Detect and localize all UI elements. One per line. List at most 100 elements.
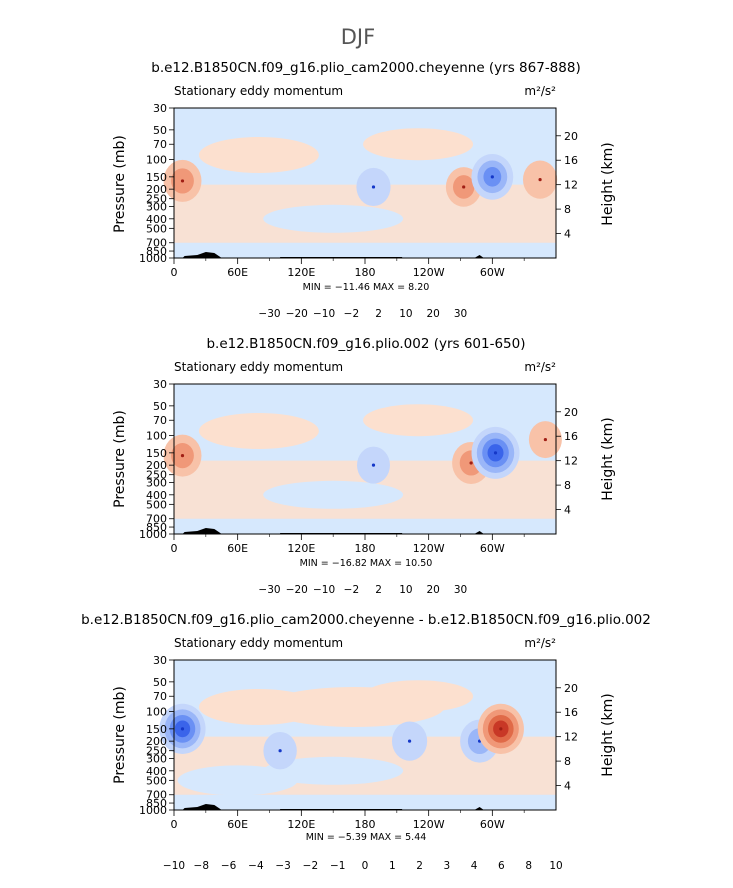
colorbar-label: −2 xyxy=(303,860,318,872)
y-tick-label: 30 xyxy=(153,654,167,667)
colorbar-label: −2 xyxy=(344,584,359,596)
terrain-asia xyxy=(182,804,222,810)
y-tick-label: 100 xyxy=(146,706,167,719)
x-tick-label: 120E xyxy=(287,266,315,279)
x-tick-label: 60W xyxy=(480,818,505,831)
min-max-label: MIN = −5.39 MAX = 5.44 xyxy=(306,832,427,843)
feature-core-3 xyxy=(490,175,494,179)
y2-tick-label: 16 xyxy=(564,430,578,443)
y-tick-label: 50 xyxy=(153,676,167,689)
y-tick-label: 300 xyxy=(146,476,167,489)
x-tick-label: 180 xyxy=(355,818,376,831)
colorbar-label: −20 xyxy=(286,308,308,320)
x-tick-label: 180 xyxy=(355,266,376,279)
page-title: DJF xyxy=(341,25,375,49)
y2-tick-label: 12 xyxy=(564,179,578,192)
colorbar-label: −20 xyxy=(286,584,308,596)
feature-core-2 xyxy=(407,739,412,743)
colorbar-label: 20 xyxy=(427,308,440,320)
left-string: Stationary eddy momentum xyxy=(174,636,343,650)
colorbar-label: 1 xyxy=(389,860,396,872)
y-tick-label: 400 xyxy=(146,213,167,226)
colorbar-label: 8 xyxy=(525,860,532,872)
negative-patch xyxy=(263,204,404,233)
y2-tick-label: 20 xyxy=(564,130,578,143)
units-label: m²/s² xyxy=(524,636,556,650)
y2-tick-label: 8 xyxy=(564,755,571,768)
y-tick-label: 1000 xyxy=(139,528,167,541)
panel-1: b.e12.B1850CN.f09_g16.plio_cam2000.cheye… xyxy=(112,60,616,320)
y-tick-label: 850 xyxy=(146,245,167,258)
units-label: m²/s² xyxy=(524,84,556,98)
colorbar-label: 2 xyxy=(375,584,382,596)
y-tick-label: 100 xyxy=(146,154,167,167)
y-tick-label: 250 xyxy=(146,745,167,758)
x-tick-label: 0 xyxy=(171,266,178,279)
left-string: Stationary eddy momentum xyxy=(174,360,343,374)
negative-patch xyxy=(263,480,404,509)
positive-patch xyxy=(264,686,445,727)
terrain-andes xyxy=(474,531,484,534)
y-tick-label: 500 xyxy=(146,774,167,787)
x-tick-label: 60E xyxy=(227,818,248,831)
colorbar-label: −10 xyxy=(313,308,335,320)
x-tick-label: 0 xyxy=(171,818,178,831)
min-max-label: MIN = −16.82 MAX = 10.50 xyxy=(300,558,433,569)
y2-tick-label: 4 xyxy=(564,780,571,793)
y-tick-label: 200 xyxy=(146,183,167,196)
y-tick-label: 1000 xyxy=(139,804,167,817)
positive-patch xyxy=(363,128,474,161)
terrain-asia xyxy=(182,528,222,534)
panel-title: b.e12.B1850CN.f09_g16.plio_cam2000.cheye… xyxy=(81,612,651,628)
colorbar-label: −10 xyxy=(163,860,185,872)
y2-tick-label: 8 xyxy=(564,203,571,216)
feature-core-2 xyxy=(469,461,473,465)
colorbar-label: −4 xyxy=(248,860,264,872)
y-tick-label: 70 xyxy=(153,414,167,427)
colorbar-label: −10 xyxy=(313,584,335,596)
y-tick-label: 30 xyxy=(153,378,167,391)
y-tick-label: 700 xyxy=(146,237,167,250)
feature-core-0 xyxy=(180,454,185,458)
feature-core-0 xyxy=(180,179,185,183)
y2-tick-label: 4 xyxy=(564,504,571,517)
x-tick-label: 120W xyxy=(413,266,445,279)
left-string: Stationary eddy momentum xyxy=(174,84,343,98)
y-tick-label: 150 xyxy=(146,447,167,460)
y-tick-label: 150 xyxy=(146,171,167,184)
y2-tick-label: 16 xyxy=(564,154,578,167)
y-tick-label: 850 xyxy=(146,521,167,534)
y-tick-label: 700 xyxy=(146,513,167,526)
colorbar-label: 10 xyxy=(399,584,412,596)
feature-core-4 xyxy=(543,437,547,442)
y-tick-label: 50 xyxy=(153,124,167,137)
y-tick-label: 400 xyxy=(146,489,167,502)
colorbar-label: 0 xyxy=(362,860,369,872)
negative-patch xyxy=(263,756,404,785)
feature-core-3 xyxy=(493,451,498,455)
colorbar-label: 3 xyxy=(444,860,451,872)
x-tick-label: 60E xyxy=(227,542,248,555)
colorbar-label: −3 xyxy=(275,860,290,872)
colorbar-label: −1 xyxy=(330,860,345,872)
y2-tick-label: 4 xyxy=(564,228,571,241)
terrain-andes xyxy=(474,255,484,258)
y2-tick-label: 16 xyxy=(564,706,578,719)
y-tick-label: 300 xyxy=(146,752,167,765)
y-tick-label: 50 xyxy=(153,400,167,413)
units-label: m²/s² xyxy=(524,360,556,374)
y-axis-label-right: Height (km) xyxy=(600,417,616,500)
colorbar-label: −6 xyxy=(221,860,237,872)
y-tick-label: 500 xyxy=(146,222,167,235)
colorbar-label: 10 xyxy=(549,860,562,872)
y-tick-label: 100 xyxy=(146,430,167,443)
y-tick-label: 70 xyxy=(153,138,167,151)
y2-tick-label: 20 xyxy=(564,406,578,419)
y-tick-label: 200 xyxy=(146,459,167,472)
y-tick-label: 250 xyxy=(146,193,167,206)
x-tick-label: 120E xyxy=(287,542,315,555)
terrain-asia xyxy=(182,252,222,258)
x-tick-label: 120E xyxy=(287,818,315,831)
x-tick-label: 120W xyxy=(413,818,445,831)
